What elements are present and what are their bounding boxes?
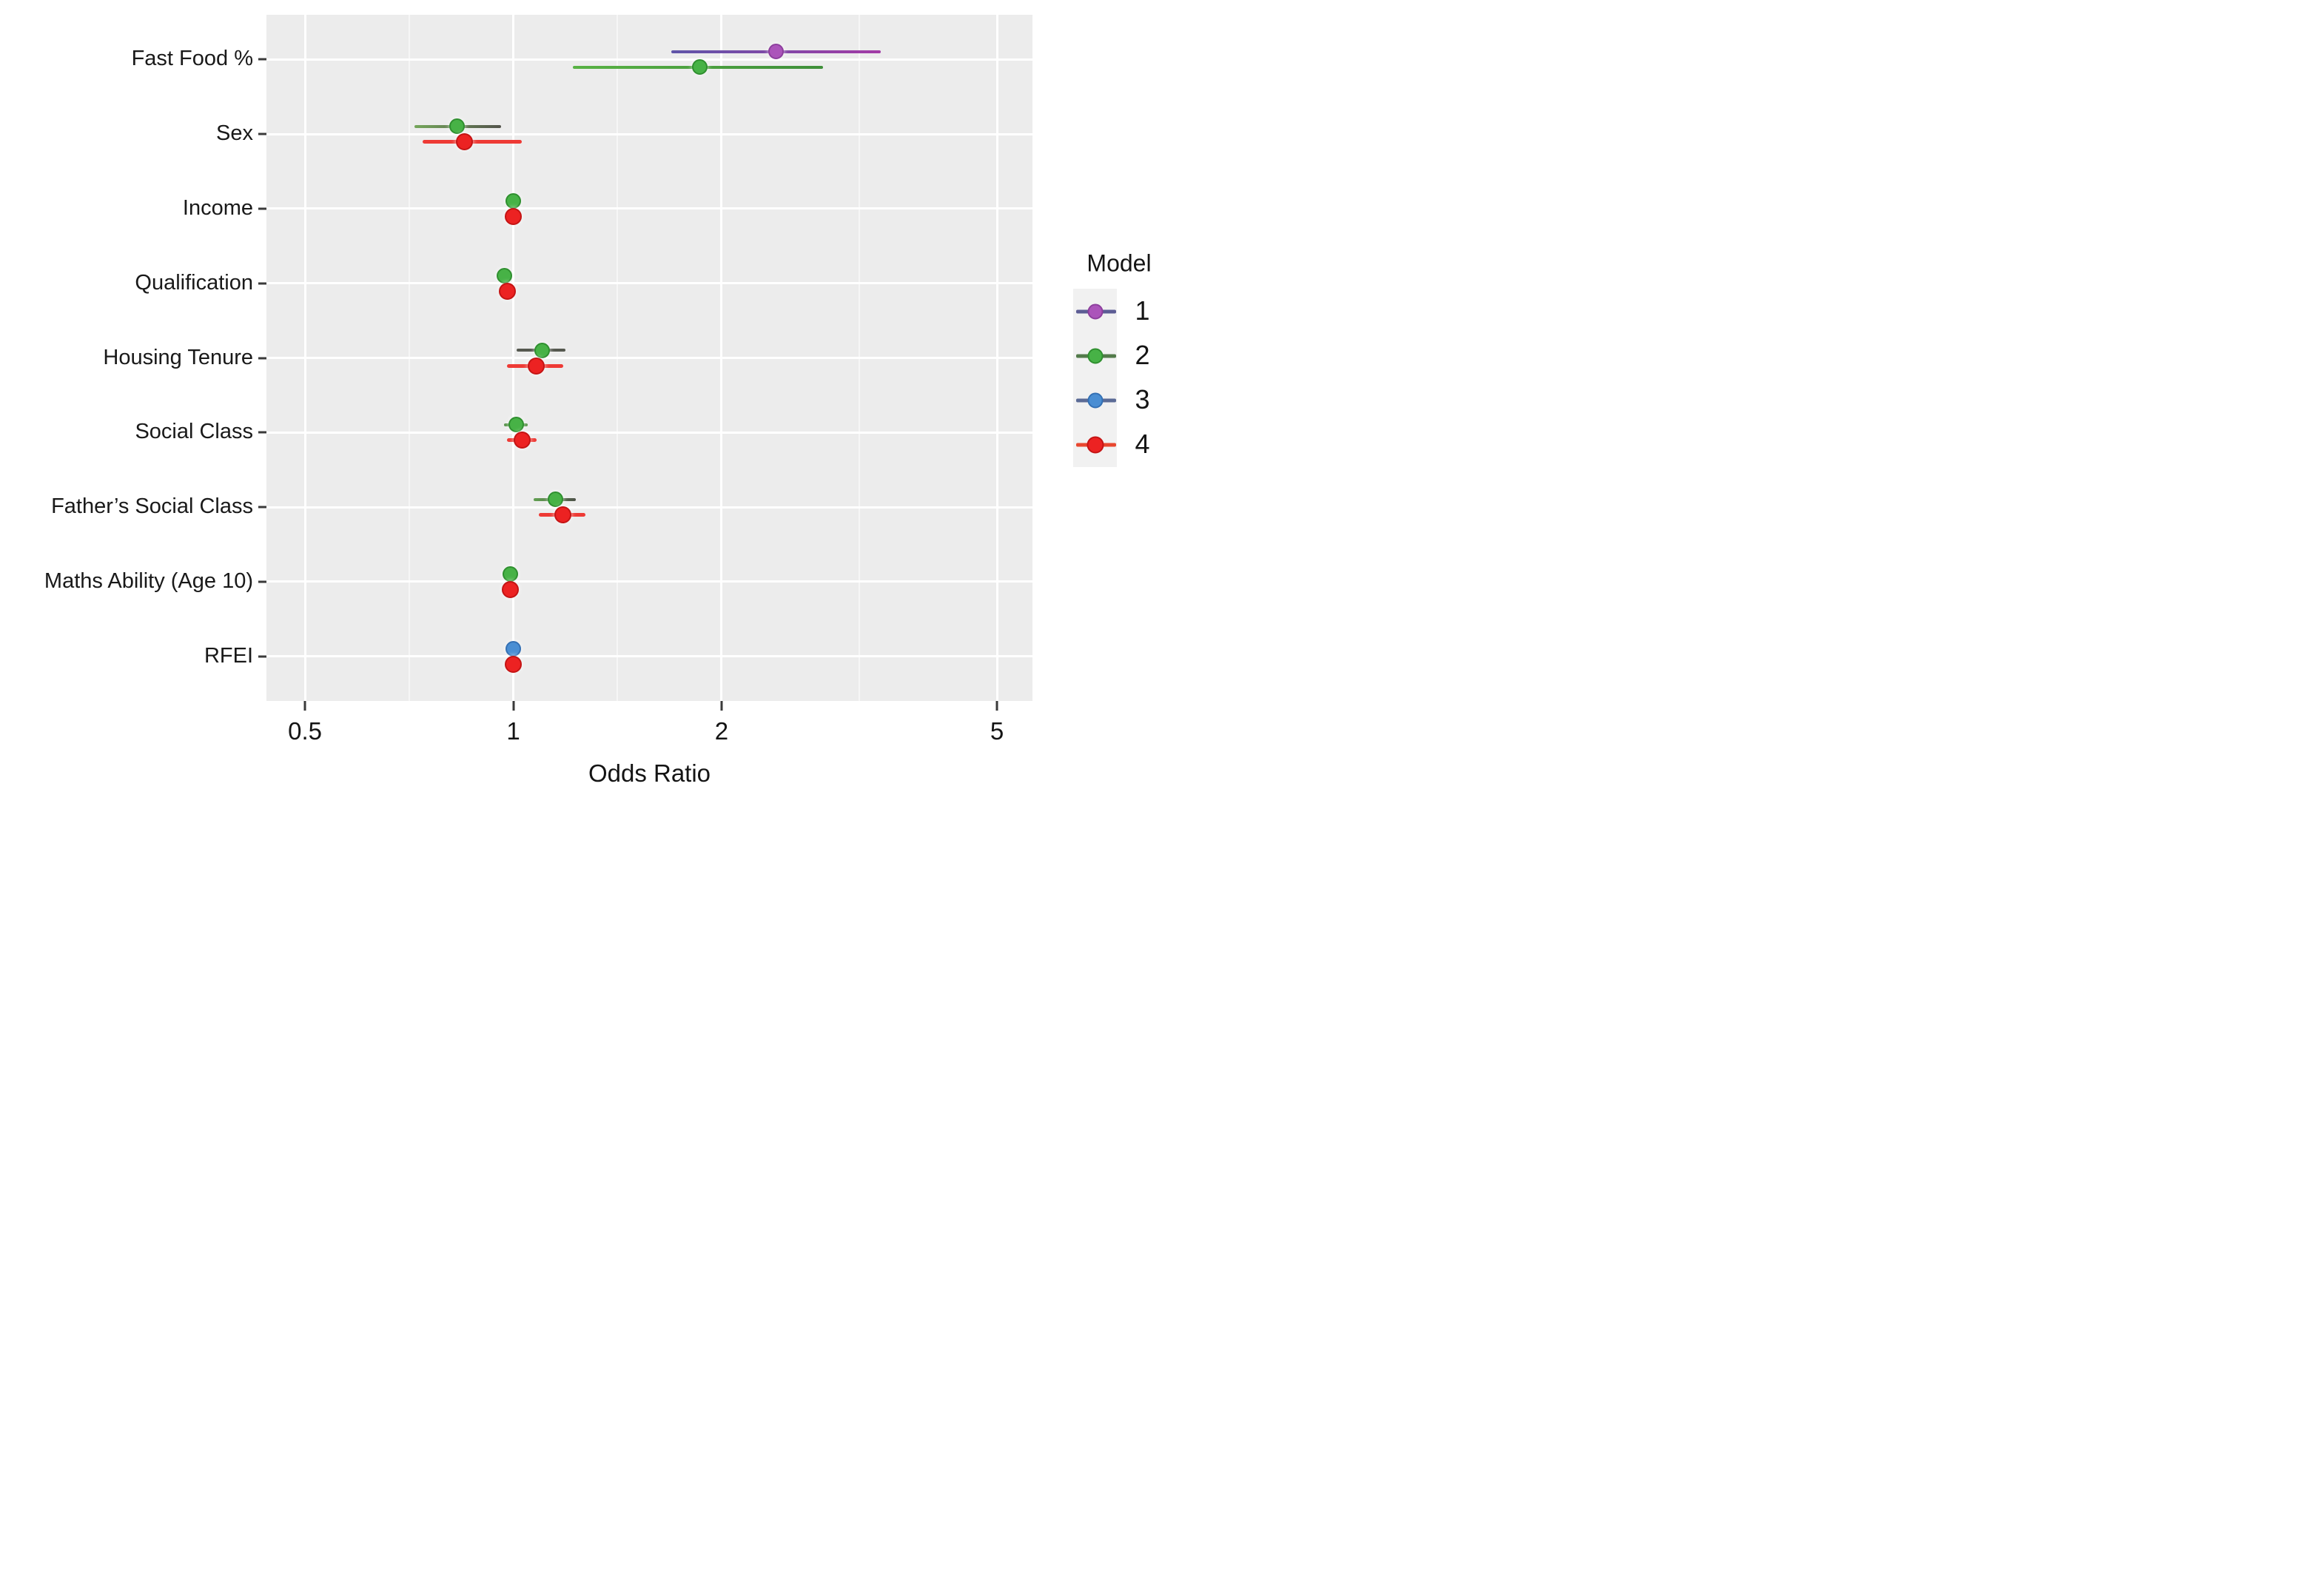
- legend-title: Model: [1087, 249, 1152, 277]
- data-point-model-4: [456, 133, 473, 151]
- legend-item-label: 1: [1135, 295, 1150, 326]
- gridline-row-horizontal: [266, 655, 1032, 658]
- data-point-model-4: [514, 432, 531, 449]
- data-point-model-4: [498, 282, 516, 300]
- x-axis-tick: [995, 701, 998, 711]
- data-point-model-1: [768, 44, 785, 60]
- y-axis-label: RFEI: [204, 643, 253, 668]
- legend-item-label: 4: [1135, 429, 1150, 460]
- gridline-row-horizontal: [266, 357, 1032, 359]
- y-axis-label: Maths Ability (Age 10): [44, 568, 253, 593]
- x-axis-tick-label: 0.5: [288, 717, 322, 745]
- legend-key-dot: [1087, 436, 1104, 454]
- x-axis-title: Odds Ratio: [588, 759, 711, 787]
- gridline-row-horizontal: [266, 506, 1032, 509]
- x-axis-tick-label: 2: [714, 717, 729, 745]
- y-axis-tick: [258, 431, 266, 434]
- legend-key-dot: [1087, 392, 1103, 409]
- y-axis-tick: [258, 506, 266, 509]
- gridline-row-horizontal: [266, 207, 1032, 210]
- y-axis-label: Social Class: [135, 420, 253, 444]
- y-axis-label: Qualification: [135, 270, 253, 295]
- y-axis-label: Sex: [216, 121, 253, 146]
- data-point-model-2: [496, 267, 512, 283]
- forest-plot-figure: Fast Food % Sex Income Qualification Housing…: [0, 0, 1162, 794]
- y-axis-tick: [258, 580, 266, 583]
- y-axis-tick: [258, 357, 266, 359]
- data-point-model-2: [506, 192, 521, 209]
- y-axis-tick: [258, 132, 266, 135]
- y-axis-tick: [258, 282, 266, 285]
- x-axis-tick-label: 1: [506, 717, 520, 745]
- x-axis-tick: [303, 701, 306, 711]
- y-axis-label: Fast Food %: [131, 47, 253, 71]
- gridline-row-horizontal: [266, 580, 1032, 583]
- data-point-model-2: [534, 342, 550, 358]
- y-axis-tick: [258, 58, 266, 61]
- legend-item-label: 3: [1135, 384, 1150, 415]
- legend-key-dot: [1087, 303, 1103, 319]
- data-point-model-4: [528, 357, 545, 375]
- y-axis-label: Father’s Social Class: [51, 494, 253, 518]
- y-axis-label: Income: [182, 195, 253, 220]
- plot-panel: [266, 15, 1032, 701]
- y-axis-tick: [258, 207, 266, 210]
- legend-key-dot: [1087, 348, 1103, 363]
- gridline-row-horizontal: [266, 282, 1032, 285]
- data-point-model-2: [508, 417, 525, 433]
- data-point-model-4: [501, 580, 519, 598]
- data-point-model-2: [691, 59, 708, 76]
- gridline-row-horizontal: [266, 431, 1032, 434]
- data-point-model-4: [505, 655, 522, 673]
- legend-item-label: 2: [1135, 339, 1150, 370]
- x-axis-tick: [512, 701, 514, 711]
- data-point-model-2: [449, 118, 466, 135]
- data-point-model-2: [547, 491, 563, 508]
- y-axis-label: Housing Tenure: [103, 345, 253, 369]
- data-point-model-2: [502, 566, 518, 582]
- x-axis-tick: [720, 701, 723, 711]
- gridline-row-horizontal: [266, 132, 1032, 135]
- y-axis-tick: [258, 655, 266, 658]
- data-point-model-4: [505, 207, 522, 225]
- x-axis-tick-label: 5: [990, 717, 1004, 745]
- gridline-row-horizontal: [266, 58, 1032, 61]
- data-point-model-3: [506, 640, 521, 657]
- data-point-model-4: [554, 506, 572, 524]
